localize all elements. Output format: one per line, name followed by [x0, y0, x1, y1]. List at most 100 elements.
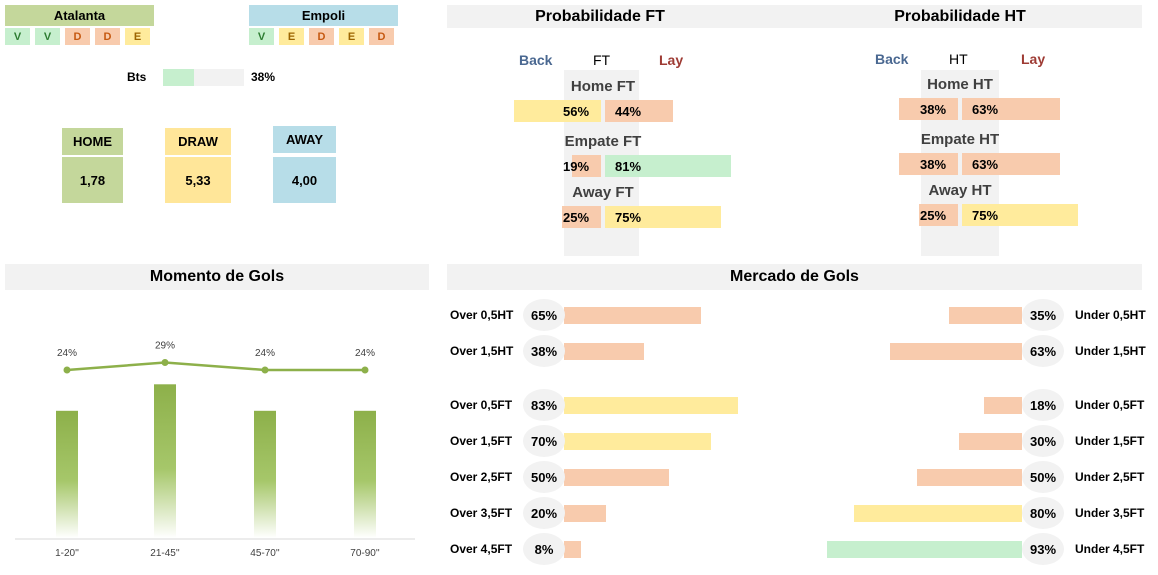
away-form-result: D [369, 28, 394, 45]
over-label: Over 2,5FT [450, 470, 513, 484]
under-label: Under 1,5FT [1075, 434, 1145, 448]
away-form-result: E [339, 28, 364, 45]
under-value: 93% [1022, 533, 1064, 565]
momento-bar [154, 384, 176, 538]
under-label: Under 4,5FT [1075, 542, 1145, 556]
lay-bar [962, 98, 1060, 120]
over-label: Over 0,5FT [450, 398, 513, 412]
back-percent: 19% [563, 158, 590, 174]
over-bar [564, 343, 644, 360]
momento-line-point [63, 366, 71, 374]
momento-data-label: 24% [255, 348, 275, 359]
lay-bar [605, 206, 722, 228]
over-bar [564, 469, 669, 486]
momento-bar [254, 410, 276, 538]
over-label: Over 3,5FT [450, 506, 513, 520]
prob-ht-back-label: Back [875, 51, 909, 67]
over-value: 65% [523, 299, 565, 331]
momento-data-label: 29% [155, 341, 175, 352]
momento-x-tick: 1-20'' [55, 548, 79, 559]
away-odds-value: 4,00 [273, 157, 336, 203]
back-percent: 38% [920, 156, 947, 172]
over-value: 38% [523, 335, 565, 367]
under-value: 50% [1022, 461, 1064, 493]
back-bar [571, 155, 601, 177]
lay-bar [605, 155, 731, 177]
bts-value: 38% [251, 70, 276, 84]
back-percent: 38% [920, 101, 947, 117]
over-bar [564, 541, 581, 558]
away-odds-label: AWAY [273, 126, 336, 153]
lay-percent: 63% [972, 101, 999, 117]
prob-ft-back-label: Back [519, 52, 553, 68]
under-bar [917, 469, 1022, 486]
momento-line [66, 361, 365, 372]
under-value: 63% [1022, 335, 1064, 367]
lay-percent: 44% [615, 103, 642, 119]
back-bar [919, 204, 958, 226]
over-label: Over 0,5HT [450, 308, 514, 322]
prob-ft-lay-label: Lay [659, 52, 684, 68]
momento-line-point [161, 359, 169, 366]
under-bar [854, 505, 1022, 522]
momento-data-label: 24% [355, 348, 375, 359]
lay-bar [962, 153, 1060, 175]
under-bar [984, 397, 1022, 414]
draw-odds-label: DRAW [165, 128, 231, 155]
prob-ft-mid-label: FT [593, 52, 611, 68]
lay-bar [962, 204, 1079, 226]
under-value: 80% [1022, 497, 1064, 529]
home-form-result: V [5, 28, 30, 45]
back-bar [899, 98, 958, 120]
momento-line-point [261, 366, 269, 374]
momento-x-tick: 21-45'' [150, 548, 179, 559]
home-odds-value: 1,78 [62, 157, 123, 203]
momento-x-tick: 70-90'' [350, 548, 379, 559]
home-odds-label: HOME [62, 128, 123, 155]
over-bar [564, 433, 711, 450]
momento-title: Momento de Gols [5, 264, 429, 290]
back-percent: 25% [563, 209, 590, 225]
prob-ht-row-label: Empate HT [920, 130, 1000, 148]
under-value: 30% [1022, 425, 1064, 457]
under-bar [826, 541, 1022, 558]
over-label: Over 1,5FT [450, 434, 513, 448]
prob-ft-title: Probabilidade FT [535, 7, 665, 25]
over-bar [564, 307, 701, 324]
home-team-name: Atalanta [5, 5, 154, 26]
over-value: 8% [523, 533, 565, 565]
lay-percent: 63% [972, 156, 999, 172]
over-value: 50% [523, 461, 565, 493]
over-value: 20% [523, 497, 565, 529]
draw-odds-value: 5,33 [165, 157, 231, 203]
under-bar [889, 343, 1022, 360]
momento-chart: 24% 1-20'' 29% 21-45'' 24% 45-70'' 24% 70-90'' [15, 341, 415, 559]
momento-x-tick: 45-70'' [250, 548, 279, 559]
back-percent: 25% [920, 207, 947, 223]
prob-ht-title: Probabilidade HT [894, 7, 1026, 25]
over-value: 70% [523, 425, 565, 457]
over-label: Over 1,5HT [450, 344, 514, 358]
under-bar [948, 307, 1022, 324]
home-form-result: V [35, 28, 60, 45]
lay-percent: 75% [972, 207, 999, 223]
back-percent: 56% [563, 103, 590, 119]
prob-ht-lay-label: Lay [1021, 51, 1046, 67]
bts-bar-track [163, 69, 244, 86]
under-value: 35% [1022, 299, 1064, 331]
lay-percent: 81% [615, 158, 642, 174]
back-bar [899, 153, 958, 175]
momento-bar [56, 410, 78, 538]
lay-bar [605, 100, 674, 122]
over-bar [564, 505, 606, 522]
away-team-name: Empoli [249, 5, 398, 26]
momento-data-label: 24% [57, 348, 77, 359]
under-label: Under 0,5HT [1075, 308, 1146, 322]
prob-ft-row-label: Away FT [572, 183, 634, 201]
over-bar [564, 397, 739, 414]
home-form-result: D [95, 28, 120, 45]
momento-bar [354, 410, 376, 538]
under-label: Under 1,5HT [1075, 344, 1146, 358]
prob-ft-row-label: Empate FT [564, 132, 642, 150]
